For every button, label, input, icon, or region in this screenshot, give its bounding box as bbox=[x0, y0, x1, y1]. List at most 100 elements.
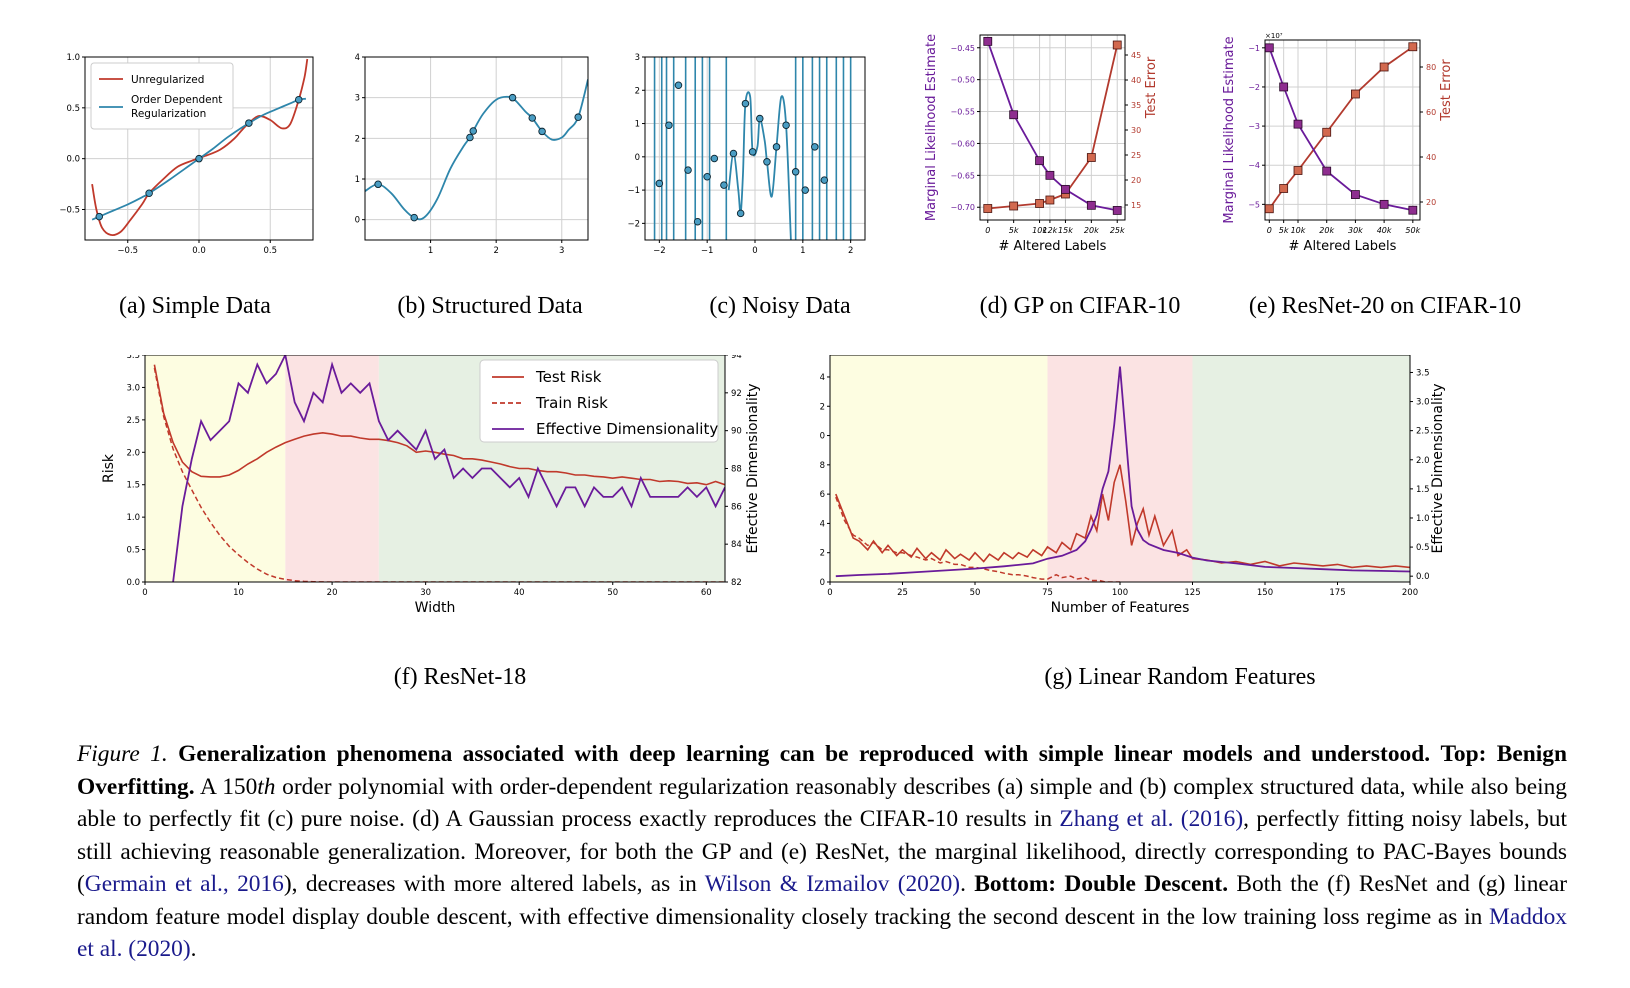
chart-c-plot-area bbox=[653, 57, 852, 240]
chart-g-ytick-label: 3.5 bbox=[1416, 368, 1430, 378]
chart-e-ytick-label: 20 bbox=[1426, 198, 1436, 207]
chart-e-frame bbox=[1264, 39, 1421, 221]
chart-c: −2 −1 0 1 2 −2 −1 0 1 2 3 bbox=[627, 53, 866, 256]
chart-g-ytick-label: 0.0 bbox=[820, 578, 825, 588]
chart-d-ytick-label: −0.50 bbox=[950, 76, 975, 85]
chart-f-xtick-label: 30 bbox=[420, 588, 431, 598]
chart-a-ytick-label: 0.5 bbox=[66, 104, 80, 114]
chart-b-xtick-label: 3 bbox=[559, 246, 564, 256]
chart-d-ytick-label: 35 bbox=[1131, 101, 1141, 110]
chart-e-xtick-label: 10k bbox=[1291, 226, 1306, 235]
chart-e-likelihood-marker bbox=[1322, 166, 1332, 176]
chart-f-ytick-label: 3.0 bbox=[126, 383, 140, 393]
chart-b: 1 2 3 0 1 2 3 4 bbox=[355, 53, 589, 256]
chart-e-test-error-marker bbox=[1351, 89, 1360, 99]
citation-link-wilson[interactable]: Wilson & Izmailov (2020) bbox=[704, 871, 961, 897]
chart-e-xtick-label: 20k bbox=[1319, 226, 1334, 235]
chart-e-scale-note: ×10⁷ bbox=[1265, 32, 1283, 40]
chart-c-data-point bbox=[748, 148, 757, 156]
chart-d-xtick-label: 0 bbox=[985, 226, 990, 235]
caption-f: (f) ResNet-18 bbox=[393, 664, 527, 690]
chart-d-ytick-label: −0.70 bbox=[950, 203, 975, 212]
caption-d: (d) GP on CIFAR-10 bbox=[979, 293, 1181, 319]
chart-f-ytick-label: 88 bbox=[731, 465, 742, 475]
figure-title: Generalization phenomena associated with… bbox=[167, 741, 1431, 767]
chart-f-xtick-label: 0 bbox=[142, 588, 147, 598]
citation-link-zhang[interactable]: Zhang et al. (2016) bbox=[1059, 806, 1244, 832]
chart-d-xtick-label: 20k bbox=[1084, 226, 1099, 235]
figure-caption: Figure 1. Generalization phenomena assoc… bbox=[77, 738, 1567, 966]
citation-link-germain[interactable]: Germain et al., 2016 bbox=[84, 871, 284, 897]
chart-e-test-error-marker bbox=[1408, 42, 1418, 52]
chart-b-ytick-label: 0 bbox=[355, 216, 360, 226]
chart-d-ytick-label: 25 bbox=[1131, 151, 1141, 160]
chart-e-likelihood-marker bbox=[1279, 82, 1289, 92]
chart-d-likelihood-marker bbox=[1009, 110, 1019, 120]
chart-g-ytick-label: 0.5 bbox=[1416, 543, 1430, 553]
chart-d-likelihood-marker bbox=[1035, 156, 1044, 166]
chart-d-xtick-label: 12k bbox=[1043, 226, 1058, 235]
caption-b: (b) Structured Data bbox=[397, 293, 583, 319]
caption-text: . bbox=[960, 871, 975, 897]
chart-a-ytick-label: −0.5 bbox=[59, 206, 80, 216]
chart-e-test-error-marker bbox=[1322, 127, 1332, 137]
chart-a-legend-label: Unregularized bbox=[131, 74, 204, 86]
chart-g-regime-region bbox=[1192, 355, 1410, 582]
caption-text: th bbox=[257, 773, 276, 800]
chart-g: 0 25 50 75 100 125 150 175 200 0.0 0.2 0.4 0.6 0.8 1.0… bbox=[820, 355, 1446, 616]
chart-c-data-point bbox=[665, 121, 673, 129]
chart-e-ytick-label: −1 bbox=[1248, 44, 1260, 53]
chart-f-ytick-label: 86 bbox=[731, 502, 742, 512]
chart-b-data-point bbox=[574, 113, 582, 121]
chart-e-xtick-label: 0 bbox=[1267, 226, 1272, 235]
chart-d-test-error-marker bbox=[1112, 40, 1122, 50]
chart-c-xtick-label: 0 bbox=[752, 246, 757, 256]
chart-d-ytick-label: −0.45 bbox=[950, 44, 975, 53]
chart-g-xtick-label: 100 bbox=[1112, 588, 1128, 598]
chart-c-ytick-label: 3 bbox=[635, 53, 640, 63]
chart-c-data-point bbox=[772, 143, 781, 151]
chart-d-test-error-marker bbox=[1035, 199, 1044, 208]
chart-c-xtick-label: 2 bbox=[848, 246, 853, 256]
chart-b-ytick-label: 2 bbox=[355, 134, 360, 144]
chart-a-legend-label: Regularization bbox=[131, 108, 206, 120]
chart-d-ytick-label: 40 bbox=[1131, 76, 1141, 85]
chart-c-data-point bbox=[729, 149, 738, 158]
chart-d-xtick-label: 15k bbox=[1058, 226, 1073, 235]
chart-f-xtick-label: 10 bbox=[233, 588, 244, 598]
chart-b-data-point bbox=[528, 114, 536, 122]
caption-c: (c) Noisy Data bbox=[709, 293, 851, 319]
chart-d-likelihood-marker bbox=[1086, 200, 1096, 210]
chart-d-ylabel: Marginal Likelihood Estimate bbox=[924, 34, 939, 221]
chart-c-ytick-label: 0 bbox=[635, 153, 640, 163]
chart-f-xlabel: Width bbox=[415, 600, 456, 616]
chart-e-ylabel-right: Test Error bbox=[1439, 59, 1454, 122]
chart-f-ytick-label: 2.5 bbox=[126, 416, 140, 426]
bottom-heading: Bottom: Double Descent. bbox=[974, 871, 1229, 897]
chart-g-effective-dimensionality-line bbox=[835, 366, 1410, 578]
caption-text: Both the (f) ResNet and (g) linear rando… bbox=[77, 871, 1567, 930]
chart-c-data-point bbox=[763, 158, 771, 166]
chart-f-ytick-label: 92 bbox=[731, 389, 742, 399]
chart-c-data-point bbox=[811, 143, 819, 151]
chart-f-legend-label: Test Risk bbox=[535, 368, 602, 386]
chart-g-ytick-label: 1.2 bbox=[820, 402, 825, 412]
chart-f-xtick-label: 60 bbox=[701, 588, 712, 598]
chart-g-xtick-label: 50 bbox=[970, 588, 981, 598]
chart-a-plot-area bbox=[91, 58, 309, 236]
chart-d-ytick-label: 45 bbox=[1131, 51, 1141, 60]
chart-b-plot-area bbox=[365, 79, 588, 222]
citation-link-maddox[interactable]: Maddox et al. (2020) bbox=[77, 903, 1567, 963]
chart-f-ylabel-right: Effective Dimensionality bbox=[745, 383, 761, 553]
chart-d-likelihood-marker bbox=[1045, 170, 1055, 180]
chart-c-data-point bbox=[736, 209, 745, 218]
chart-a-legend-label: Order Dependent bbox=[131, 94, 222, 106]
chart-e-test-error-marker bbox=[1264, 204, 1274, 214]
chart-b-ytick-label: 3 bbox=[355, 94, 360, 104]
chart-f-regime-region bbox=[145, 355, 286, 582]
chart-b-data-point bbox=[466, 133, 474, 142]
chart-b-data-point bbox=[508, 93, 517, 102]
chart-e-likelihood-marker bbox=[1379, 199, 1389, 209]
chart-c-data-point bbox=[801, 186, 809, 194]
chart-e-test-error-marker bbox=[1293, 166, 1303, 175]
